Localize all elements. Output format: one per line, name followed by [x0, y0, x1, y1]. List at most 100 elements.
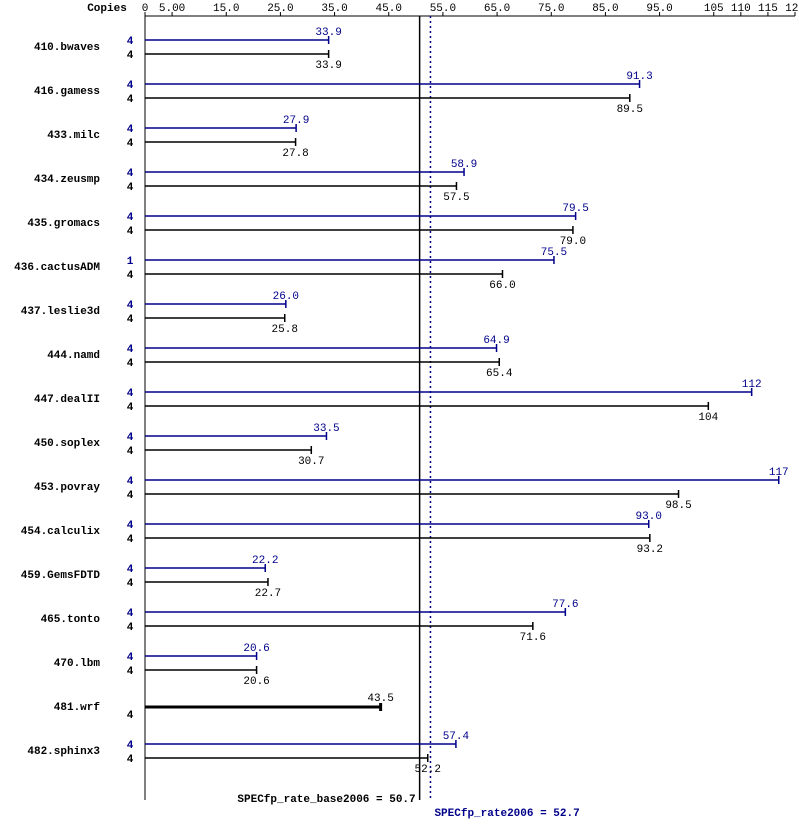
peak-copies: 4	[127, 652, 134, 664]
peak-copies: 4	[127, 124, 134, 136]
peak-copies: 4	[127, 432, 134, 444]
base-value-label: 22.7	[255, 588, 281, 600]
chart-bg	[0, 0, 799, 831]
x-tick-label: 65.0	[484, 3, 510, 15]
benchmark-name: 444.namd	[47, 350, 100, 362]
base-value-label: 66.0	[489, 280, 515, 292]
peak-copies: 4	[127, 344, 134, 356]
peak-value-label: 64.9	[483, 335, 509, 347]
x-tick-label: 75.0	[538, 3, 564, 15]
peak-value-label: 58.9	[451, 159, 477, 171]
peak-copies: 4	[127, 212, 134, 224]
benchmark-name: 437.leslie3d	[21, 306, 100, 318]
benchmark-name: 447.dealII	[34, 394, 100, 406]
peak-copies: 4	[127, 740, 134, 752]
peak-copies: 4	[127, 608, 134, 620]
benchmark-name: 450.soplex	[34, 438, 100, 450]
base-copies: 4	[127, 358, 134, 370]
base-value-label: 52.2	[415, 764, 441, 776]
peak-value-label: 27.9	[283, 115, 309, 127]
peak-copies: 4	[127, 476, 134, 488]
peak-copies: 4	[127, 300, 134, 312]
base-copies: 4	[127, 710, 134, 722]
benchmark-name: 433.milc	[47, 130, 100, 142]
peak-value-label: 26.0	[273, 291, 299, 303]
peak-value-label: 57.4	[443, 731, 470, 743]
base-copies: 4	[127, 622, 134, 634]
x-tick-label: 0	[142, 3, 149, 15]
peak-value-label: 79.5	[562, 203, 588, 215]
benchmark-name: 435.gromacs	[27, 218, 100, 230]
peak-copies: 4	[127, 564, 134, 576]
base-value-label: 65.4	[486, 368, 513, 380]
base-value-label: 98.5	[665, 500, 691, 512]
base-copies: 4	[127, 446, 134, 458]
peak-value-label: 93.0	[636, 511, 662, 523]
x-tick-label: 5.00	[159, 3, 185, 15]
base-copies: 4	[127, 94, 134, 106]
x-tick-label: 110	[731, 3, 751, 15]
benchmark-name: 416.gamess	[34, 86, 100, 98]
peak-value-label: 22.2	[252, 555, 278, 567]
base-copies: 4	[127, 490, 134, 502]
base-value-label: 57.5	[443, 192, 469, 204]
benchmark-name: 482.sphinx3	[27, 746, 100, 758]
base-value-label: 93.2	[637, 544, 663, 556]
x-tick-label: 115	[758, 3, 778, 15]
base-copies: 4	[127, 534, 134, 546]
base-value-label: 33.9	[315, 60, 341, 72]
x-tick-label: 105	[704, 3, 724, 15]
benchmark-name: 410.bwaves	[34, 42, 100, 54]
benchmark-name: 453.povray	[34, 482, 100, 494]
x-tick-label: 35.0	[321, 3, 347, 15]
x-tick-label: 95.0	[646, 3, 672, 15]
peak-value-label: 91.3	[626, 71, 652, 83]
peak-copies: 4	[127, 168, 134, 180]
benchmark-name: 470.lbm	[54, 658, 101, 670]
base-copies: 4	[127, 754, 134, 766]
peak-value-label: 20.6	[243, 643, 269, 655]
peak-value-label: 33.9	[315, 27, 341, 39]
peak-copies: 4	[127, 36, 134, 48]
base-value-label: 71.6	[520, 632, 546, 644]
peak-value-label: 33.5	[313, 423, 339, 435]
base-copies: 4	[127, 270, 134, 282]
peak-copies: 4	[127, 388, 134, 400]
benchmark-name: 459.GemsFDTD	[21, 570, 101, 582]
base-copies: 4	[127, 138, 134, 150]
benchmark-name: 434.zeusmp	[34, 174, 100, 186]
x-tick-label: 120	[785, 3, 799, 15]
base-value-label: 30.7	[298, 456, 324, 468]
base-value-label: 27.8	[282, 148, 308, 160]
x-tick-label: 85.0	[592, 3, 618, 15]
base-copies: 4	[127, 182, 134, 194]
reference-label: SPECfp_rate2006 = 52.7	[434, 808, 579, 820]
peak-copies: 4	[127, 520, 134, 532]
base-copies: 4	[127, 402, 134, 414]
x-tick-label: 55.0	[430, 3, 456, 15]
base-value-label: 43.5	[367, 693, 393, 705]
base-value-label: 89.5	[617, 104, 643, 116]
benchmark-name: 481.wrf	[54, 702, 101, 714]
spec-benchmark-chart: 0 5.00 15.0 25.0 35.0 45.0 55.0 65.0 75.0 85.0 95.…	[0, 0, 799, 831]
benchmark-name: 454.calculix	[21, 526, 101, 538]
base-value-label: 104	[698, 412, 718, 424]
x-tick-label: 45.0	[376, 3, 402, 15]
x-tick-label: 25.0	[267, 3, 293, 15]
peak-value-label: 117	[769, 467, 789, 479]
base-value-label: 25.8	[272, 324, 298, 336]
peak-value-label: 112	[742, 379, 762, 391]
peak-copies: 4	[127, 80, 134, 92]
peak-value-label: 77.6	[552, 599, 578, 611]
benchmark-name: 465.tonto	[41, 614, 101, 626]
base-copies: 4	[127, 50, 134, 62]
peak-value-label: 75.5	[541, 247, 567, 259]
benchmark-name: 436.cactusADM	[14, 262, 100, 274]
base-value-label: 20.6	[243, 676, 269, 688]
base-copies: 4	[127, 314, 134, 326]
reference-label: SPECfp_rate_base2006 = 50.7	[237, 794, 415, 806]
base-copies: 4	[127, 226, 134, 238]
base-copies: 4	[127, 666, 134, 678]
copies-header: Copies	[87, 3, 127, 15]
x-tick-label: 15.0	[213, 3, 239, 15]
